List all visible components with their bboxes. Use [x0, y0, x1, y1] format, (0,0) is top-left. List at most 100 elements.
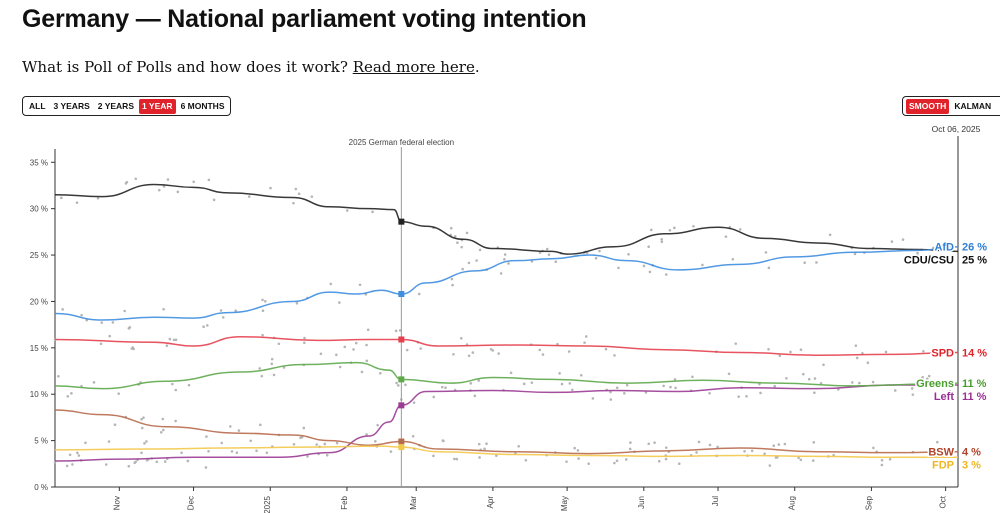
poll-dot [778, 354, 782, 357]
poll-dot [127, 464, 131, 468]
poll-dot [343, 345, 347, 349]
poll-dot [162, 185, 166, 188]
poll-dot [404, 383, 407, 387]
x-tick-label: Mar [409, 496, 418, 510]
poll-dot [674, 386, 677, 390]
poll-dot [477, 379, 481, 382]
y-tick-label: 5 % [34, 437, 48, 446]
poll-dot [85, 318, 89, 322]
x-tick-label: Oct [939, 495, 948, 508]
poll-dot [212, 198, 216, 202]
mode-kalman-button[interactable]: KALMAN [954, 100, 992, 111]
poll-dot [113, 423, 117, 427]
poll-dot [117, 392, 120, 395]
poll-dot [828, 233, 832, 237]
series-label: AfD [934, 242, 954, 254]
poll-dot [579, 373, 583, 377]
poll-dot [379, 371, 382, 375]
poll-dot [853, 252, 857, 256]
poll-dot [394, 329, 398, 333]
poll-dot [813, 391, 816, 395]
poll-dot [319, 352, 323, 356]
poll-dot [783, 442, 787, 446]
poll-dot [125, 180, 129, 184]
poll-dot [228, 425, 232, 428]
y-tick-label: 35 % [30, 158, 48, 167]
poll-dot [545, 247, 549, 251]
read-more-link[interactable]: Read more here [352, 58, 475, 76]
poll-dot [155, 460, 159, 464]
range-2-years-button[interactable]: 2 YEARS [97, 100, 134, 111]
poll-dot [323, 442, 327, 446]
poll-dot [207, 449, 210, 453]
poll-dot [166, 178, 170, 181]
poll-dot [455, 457, 459, 461]
x-tick-label: Apr [486, 496, 495, 509]
poll-dot [789, 350, 792, 354]
series-value-label: 14 % [962, 347, 987, 359]
poll-dot [270, 362, 274, 366]
poll-dot [731, 257, 735, 261]
poll-dot [617, 266, 620, 270]
poll-dot [803, 261, 806, 264]
series-label: Left [934, 391, 955, 403]
poll-dot [68, 453, 72, 457]
poll-dot [745, 395, 748, 398]
poll-dot [161, 417, 165, 421]
poll-dot [660, 240, 664, 244]
mode-smooth-button[interactable]: SMOOTH [906, 98, 950, 114]
poll-dot [292, 201, 295, 205]
poll-dot [345, 209, 349, 212]
poll-dot [186, 459, 190, 463]
poll-dot [412, 401, 416, 404]
poll-dot [935, 440, 939, 444]
poll-dot [157, 188, 161, 192]
poll-dot [604, 347, 608, 351]
poll-dot [560, 382, 564, 386]
series-line-afd [54, 245, 959, 321]
poll-dot [467, 354, 471, 358]
range-6-months-button[interactable]: 6 MONTHS [180, 100, 225, 111]
series-label: CDU/CSU [904, 255, 954, 267]
poll-dot [297, 192, 301, 196]
poll-dot [584, 335, 588, 338]
poll-dot [207, 178, 211, 182]
poll-dot [365, 359, 369, 363]
poll-dot [65, 464, 69, 468]
poll-dot [799, 458, 803, 462]
range-all-button[interactable]: ALL [29, 100, 46, 111]
poll-dot [84, 441, 87, 445]
poll-dot [449, 226, 453, 230]
range-1-year-button[interactable]: 1 YEAR [139, 98, 176, 114]
poll-dot [338, 365, 342, 369]
poll-dot [475, 259, 478, 262]
poll-dot [71, 463, 74, 466]
poll-dot [335, 441, 339, 445]
poll-dot [866, 361, 870, 365]
poll-dot [453, 457, 456, 461]
poll-dot [815, 261, 818, 264]
poll-dot [933, 462, 937, 466]
poll-dot [547, 253, 551, 256]
poll-dot [161, 428, 165, 432]
poll-dot [872, 446, 875, 450]
poll-dot [822, 363, 825, 367]
x-tick-label: May [560, 496, 569, 511]
poll-dot [893, 389, 897, 392]
x-tick-label: Dec [187, 496, 196, 510]
election-value-marker [398, 291, 405, 298]
y-tick-label: 30 % [30, 205, 48, 214]
poll-dot [524, 459, 528, 462]
poll-dot [568, 382, 572, 385]
range-3-years-button[interactable]: 3 YEARS [53, 100, 90, 111]
poll-dot [460, 245, 463, 249]
poll-dot [467, 261, 471, 265]
poll-dot [890, 240, 894, 243]
poll-dot [812, 441, 816, 444]
poll-dot [530, 260, 534, 263]
series-label: BSW [928, 447, 954, 459]
poll-dot [338, 301, 341, 304]
poll-dot [108, 334, 112, 338]
poll-dot [99, 342, 103, 346]
poll-dot [163, 460, 167, 463]
